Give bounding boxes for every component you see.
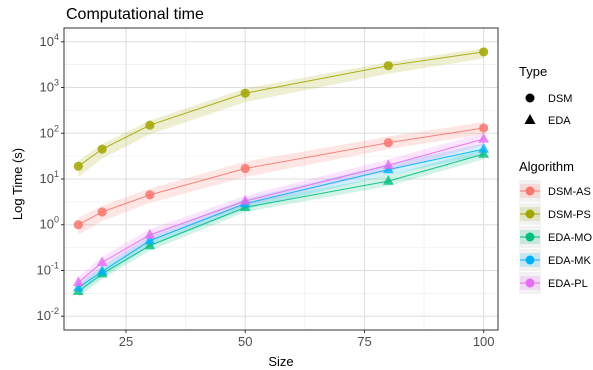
- x-tick-label: 50: [238, 334, 252, 349]
- point-eda-pl: [72, 276, 84, 286]
- legend-key-triangle: [524, 114, 536, 124]
- point-eda-mo: [478, 148, 490, 158]
- y-tick-label: 100: [40, 215, 59, 232]
- legend-key-point: [525, 186, 535, 196]
- x-tick-label: 75: [357, 334, 371, 349]
- y-tick-label: 102: [40, 123, 59, 140]
- band-dsm-ps: [78, 48, 484, 178]
- point-eda-mk: [144, 234, 156, 245]
- confidence-bands: [78, 48, 484, 298]
- band-eda-mk: [78, 143, 484, 294]
- point-dsm-as: [145, 190, 155, 200]
- y-axis: 10-2 10-1 100 101 102 103 104: [37, 32, 64, 323]
- y-tick-label: 103: [40, 78, 59, 95]
- point-eda-mo: [382, 175, 394, 185]
- x-tick-label: 100: [473, 334, 495, 349]
- legend: Type DSM EDA Algorithm DSM-AS DSM-PS EDA-MO EDA…: [519, 64, 592, 294]
- point-eda-mk: [72, 281, 84, 292]
- point-eda-mk: [96, 265, 108, 276]
- legend-key-circle: [525, 93, 535, 103]
- band-dsm-as: [78, 122, 484, 235]
- chart-title: Computational time: [66, 6, 204, 23]
- band-eda-pl: [78, 133, 484, 288]
- legend-key-point: [525, 278, 535, 288]
- legend-label-type: EDA: [548, 115, 571, 127]
- point-eda-pl: [239, 195, 251, 205]
- legend-label-algorithm: DSM-AS: [548, 186, 591, 198]
- point-dsm-as: [97, 207, 107, 217]
- point-eda-pl: [478, 132, 490, 143]
- point-eda-mk: [478, 143, 490, 153]
- point-dsm-as: [73, 220, 83, 230]
- y-tick-label: 10-2: [37, 306, 59, 323]
- point-eda-pl: [96, 256, 108, 267]
- series-points: [72, 47, 490, 295]
- legend-title-type: Type: [519, 64, 547, 79]
- legend-label-algorithm: EDA-MO: [548, 232, 592, 244]
- point-dsm-ps: [73, 161, 83, 171]
- point-dsm-ps: [383, 61, 393, 71]
- point-dsm-as: [240, 163, 250, 174]
- legend-key-point: [525, 209, 535, 219]
- x-axis: 25 50 75 100: [119, 330, 495, 349]
- y-tick-label: 10-1: [37, 260, 59, 277]
- legend-title-algorithm: Algorithm: [519, 159, 574, 174]
- y-tick-label: 101: [40, 169, 59, 186]
- x-axis-title: Size: [268, 354, 293, 369]
- legend-label-type: DSM: [548, 93, 572, 105]
- legend-label-algorithm: DSM-PS: [548, 209, 591, 221]
- y-tick-label: 104: [40, 32, 59, 49]
- grid: [64, 28, 498, 330]
- legend-key-point: [525, 255, 535, 265]
- point-eda-pl: [382, 159, 394, 169]
- point-dsm-ps: [145, 120, 155, 130]
- point-dsm-ps: [240, 88, 250, 98]
- line-dsm-ps: [78, 51, 484, 167]
- point-dsm-ps: [479, 47, 489, 57]
- point-dsm-as: [479, 123, 489, 133]
- point-dsm-ps: [97, 144, 107, 154]
- band-eda-mo: [78, 149, 484, 298]
- y-axis-title: Log Time (s): [10, 148, 25, 220]
- point-eda-pl: [144, 228, 156, 239]
- x-tick-label: 25: [119, 334, 133, 349]
- legend-label-algorithm: EDA-PL: [548, 278, 588, 290]
- point-eda-mo: [144, 239, 156, 250]
- legend-key-point: [525, 232, 535, 242]
- point-dsm-as: [383, 138, 393, 148]
- legend-label-algorithm: EDA-MK: [548, 255, 591, 267]
